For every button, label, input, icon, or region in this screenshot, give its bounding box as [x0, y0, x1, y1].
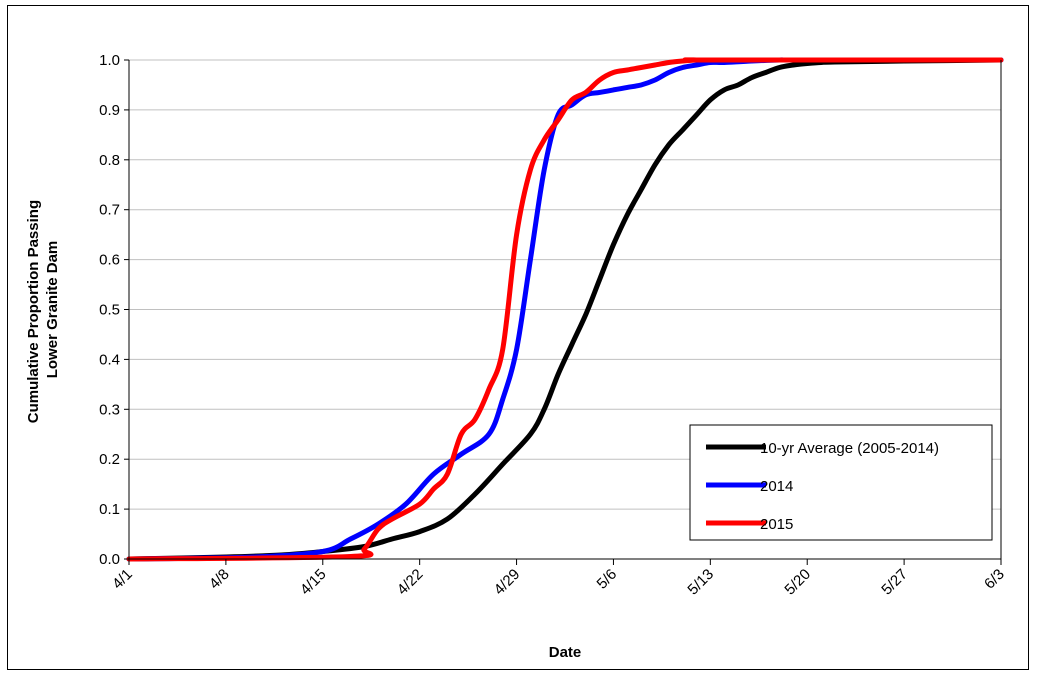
x-tick-label: 5/13 [684, 566, 717, 599]
legend-label: 10-yr Average (2005-2014) [760, 440, 939, 457]
x-tick-label: 6/3 [981, 566, 1008, 593]
y-axis-title-line-1: Cumulative Proportion Passing [25, 200, 42, 423]
series-line-10-yr-average-2005-2014- [126, 57, 1004, 562]
y-tick-label: 0.0 [99, 551, 120, 568]
y-tick-label: 0.3 [99, 401, 120, 418]
series-layer [126, 57, 1004, 562]
y-tick-labels: 0.0 0.1 0.2 0.3 0.4 0.5 0.6 0.7 0.8 0.9 1.0 [99, 52, 129, 568]
series-line-2015 [126, 57, 1004, 562]
y-tick-label: 1.0 [99, 52, 120, 69]
y-tick-label: 0.7 [99, 202, 120, 219]
y-tick-label: 0.4 [99, 351, 120, 368]
x-axis-title: Date [549, 644, 582, 661]
x-tick-label: 4/22 [394, 566, 427, 599]
y-axis-title-line-2: Lower Granite Dam [44, 241, 61, 379]
y-axis-title: Cumulative Proportion Passing Lower Gran… [25, 196, 61, 424]
y-tick-label: 0.2 [99, 451, 120, 468]
y-tick-label: 0.5 [99, 302, 120, 319]
legend-label: 2014 [760, 478, 793, 495]
y-tick-label: 0.9 [99, 102, 120, 119]
x-tick-label: 4/15 [297, 566, 330, 599]
x-tick-label: 4/1 [109, 566, 136, 593]
x-tick-label: 5/6 [594, 566, 621, 593]
x-tick-labels: 4/1 4/8 4/15 4/22 4/29 5/6 5/13 5/20 5/27 6/3 [109, 559, 1008, 598]
x-tick-label: 4/29 [491, 566, 524, 599]
x-tick-label: 4/8 [206, 566, 233, 593]
x-tick-label: 5/27 [878, 566, 911, 599]
y-tick-label: 0.8 [99, 152, 120, 169]
y-tick-label: 0.1 [99, 501, 120, 518]
legend: 10-yr Average (2005-2014) 2014 2015 [689, 424, 993, 541]
x-tick-label: 5/20 [781, 566, 814, 599]
legend-label: 2015 [760, 516, 793, 533]
y-tick-label: 0.6 [99, 252, 120, 269]
